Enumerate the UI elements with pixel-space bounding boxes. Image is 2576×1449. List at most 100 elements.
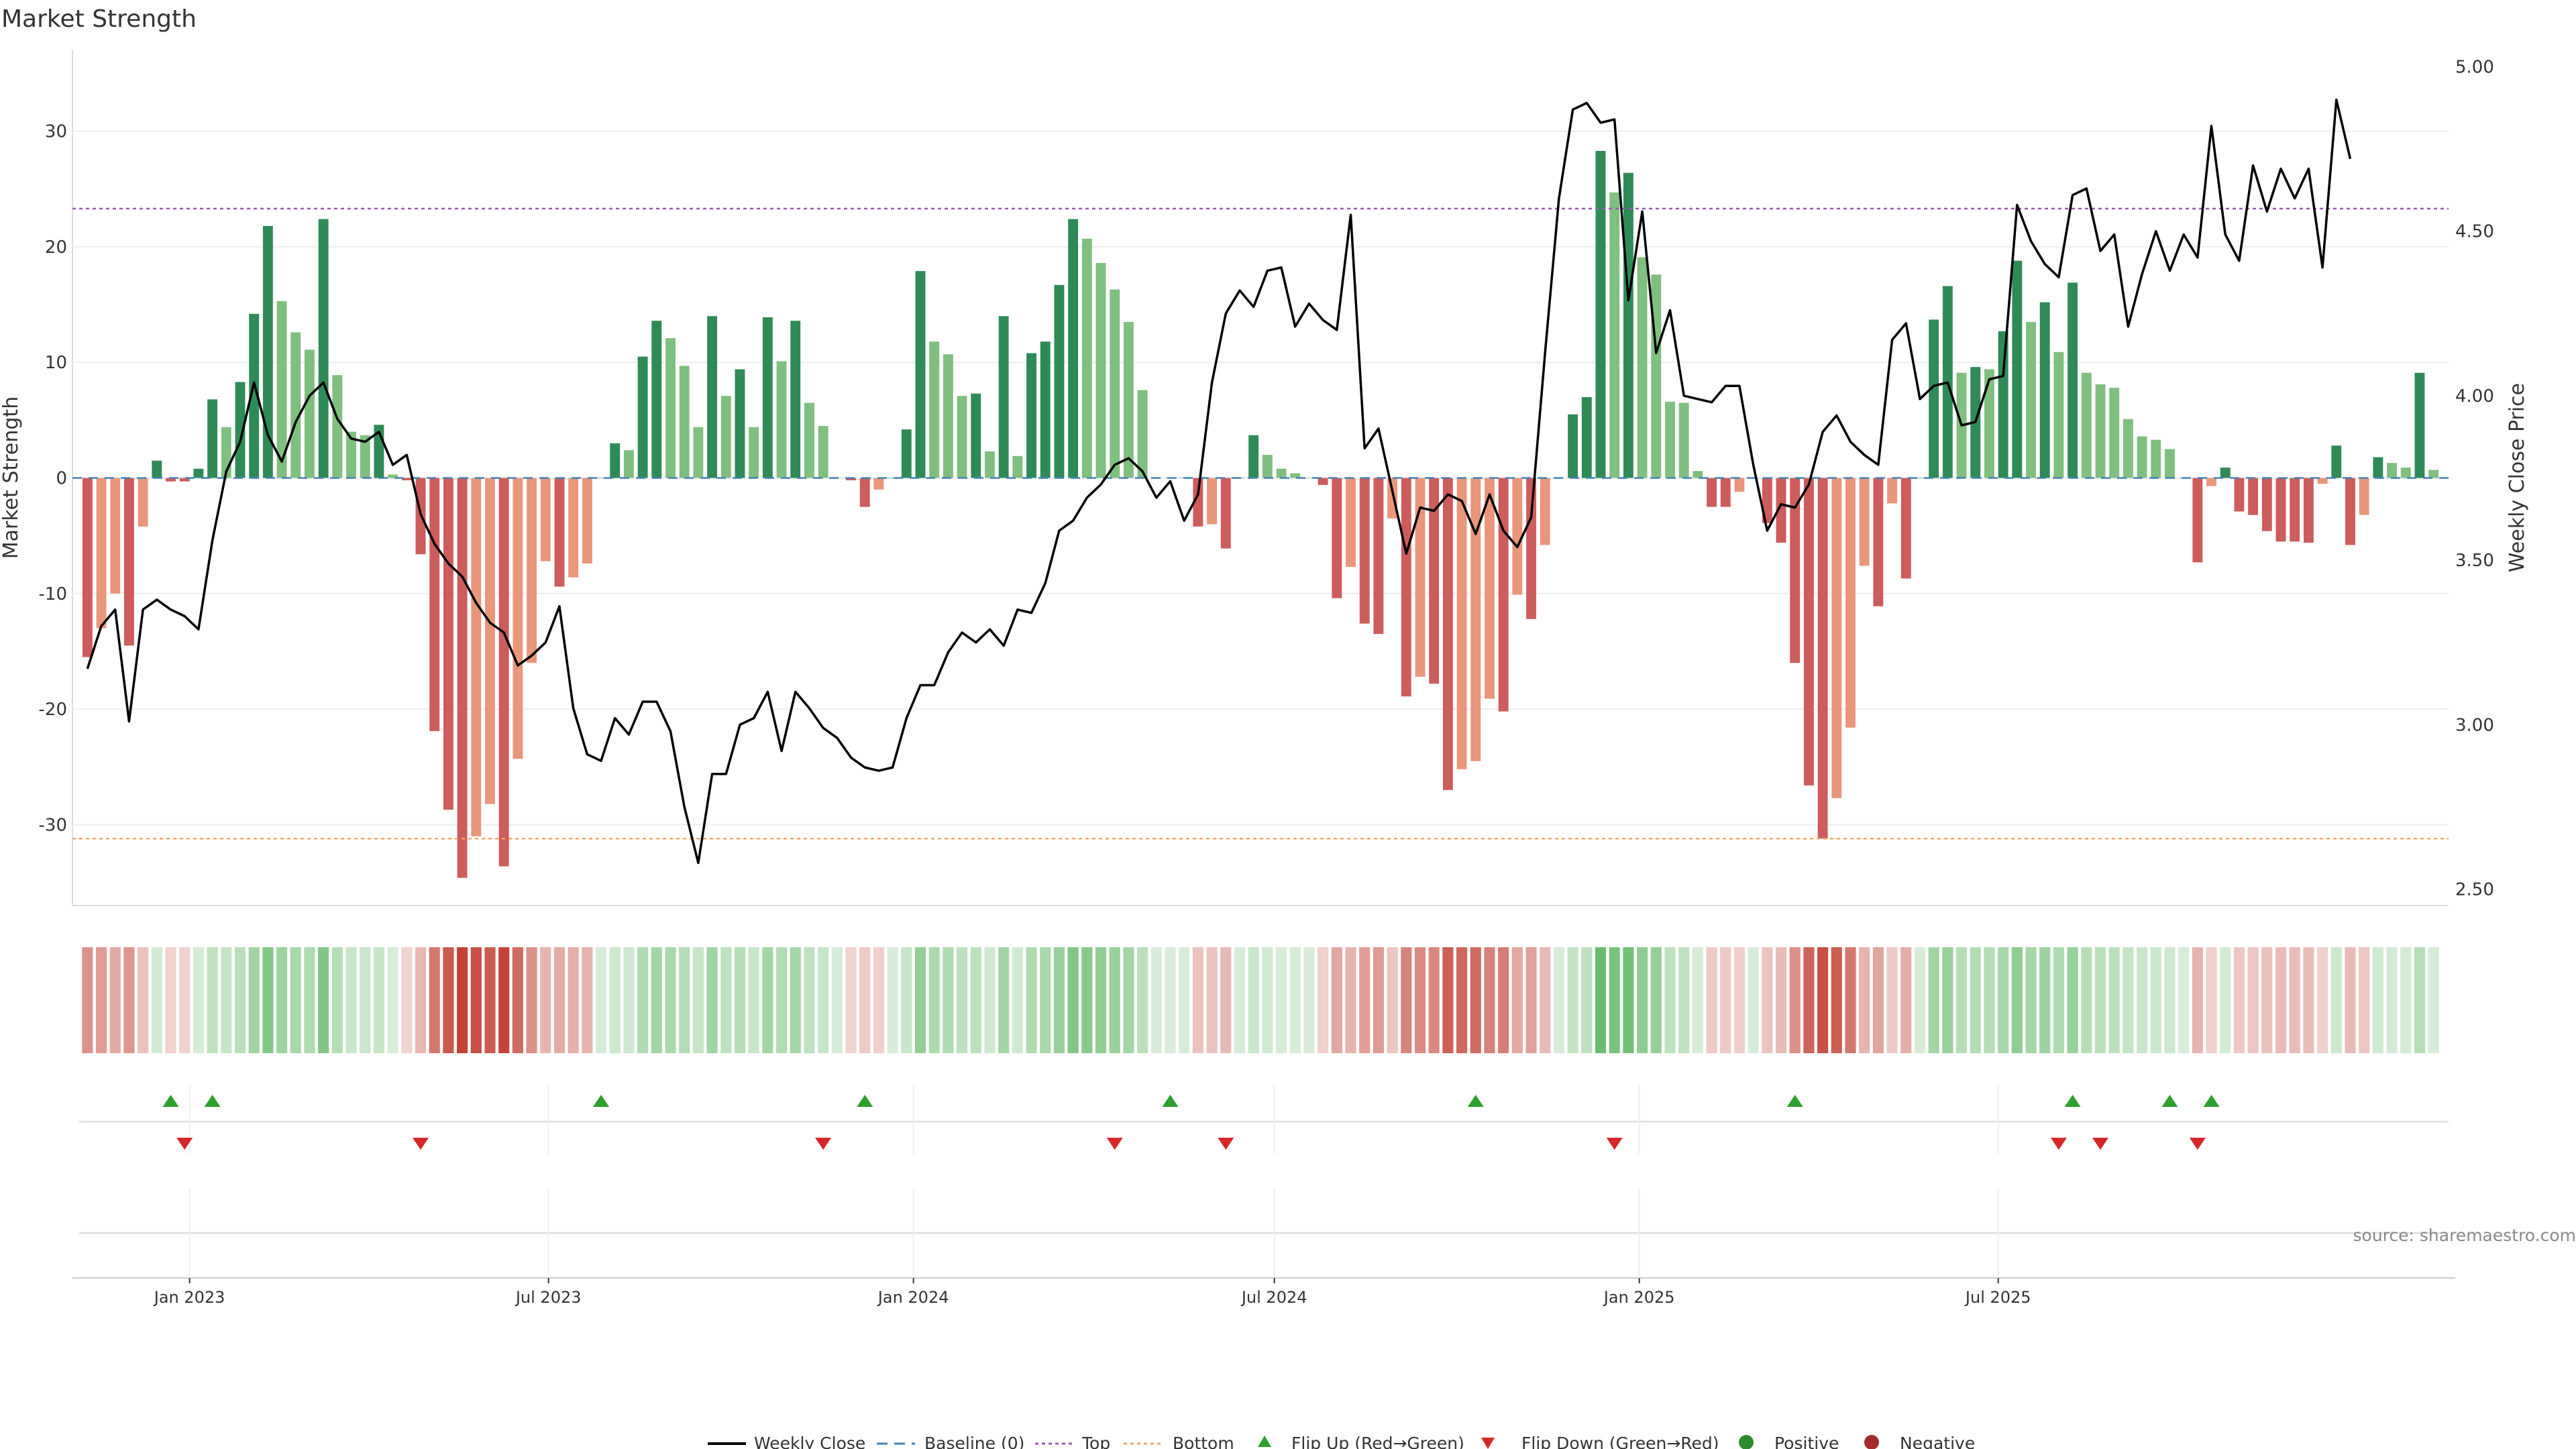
strength-bar [568, 478, 579, 578]
heat-cell [318, 947, 329, 1053]
heat-cell [2025, 947, 2037, 1053]
strength-bar [318, 219, 329, 478]
heat-cell [443, 947, 454, 1053]
strength-bar [2220, 467, 2231, 478]
y-tick-label: -20 [39, 700, 67, 720]
strength-bar [1054, 284, 1065, 478]
heat-cell [1706, 947, 1717, 1053]
strength-bar [1068, 219, 1079, 478]
strength-bar [138, 478, 148, 527]
heat-cell [179, 947, 191, 1053]
strength-bar [2137, 436, 2147, 478]
x-tick-label: Jan 2024 [877, 1288, 949, 1307]
legend-weekly-close: Weekly Close [754, 1434, 865, 1449]
y-tick-label: -10 [39, 584, 67, 604]
strength-bar [1081, 238, 1092, 478]
heat-cell [901, 947, 912, 1053]
heat-cell [1359, 947, 1371, 1053]
strength-bar [2331, 445, 2342, 478]
heat-cell [2275, 947, 2287, 1053]
strength-bar [1776, 478, 1786, 543]
heat-cell [998, 947, 1010, 1053]
y2-axis-label: Weekly Close Price [2506, 383, 2529, 572]
flip-panel [79, 1085, 2449, 1154]
heat-cell [415, 947, 427, 1053]
heat-cell [928, 947, 940, 1053]
heat-cell [818, 947, 829, 1053]
y-axis-label: Market Strength [0, 396, 23, 559]
heat-cell [1775, 947, 1787, 1053]
strength-bar [846, 478, 856, 480]
heat-cell [665, 947, 676, 1053]
strength-bar [262, 225, 273, 478]
heat-cell [1414, 947, 1426, 1053]
heat-cell [138, 947, 149, 1053]
heat-cell [609, 947, 621, 1053]
strength-bar [1193, 478, 1203, 527]
heat-cell [304, 947, 315, 1053]
strength-bar [957, 396, 967, 478]
bottom-panel: Jan 2023 Jul 2023 Jan 2024 Jul 2024 Jan 2025… [72, 1189, 2576, 1307]
legend-negative-icon [1864, 1435, 1879, 1449]
heat-cell [262, 947, 274, 1053]
heat-cell [1872, 947, 1884, 1053]
strength-bar [1581, 396, 1592, 478]
heat-cell [2233, 947, 2245, 1053]
strength-bar [596, 478, 606, 479]
strength-bar [1498, 478, 1509, 712]
strength-bar [1859, 478, 1870, 566]
strength-bar [2373, 457, 2383, 478]
heat-cell [873, 947, 884, 1053]
strength-bar [332, 375, 343, 478]
heat-cell [540, 947, 551, 1053]
heat-cell [2053, 947, 2064, 1053]
strength-bar [498, 478, 509, 867]
heat-cell [2220, 947, 2231, 1053]
heat-cell [1345, 947, 1356, 1053]
legend-flip-up-icon [1258, 1436, 1271, 1447]
heat-cell [1318, 947, 1329, 1053]
strength-bar [623, 450, 634, 478]
heat-cell [2011, 947, 2023, 1053]
heat-cell [2123, 947, 2134, 1053]
strength-bar [471, 478, 482, 837]
heat-cell [2372, 947, 2383, 1053]
heat-cell [1095, 947, 1107, 1053]
heat-cell [943, 947, 954, 1053]
strength-bar [971, 393, 981, 478]
strength-bar [2192, 478, 2203, 563]
strength-bar [485, 478, 495, 804]
heat-cell [165, 947, 176, 1053]
strength-bar [915, 271, 926, 478]
legend-bottom: Bottom [1173, 1434, 1234, 1449]
chart-title: Market Strength [1, 5, 197, 33]
strength-bar [1609, 192, 1620, 478]
flip-down-marker [1106, 1138, 1123, 1150]
heat-cell [1845, 947, 1856, 1053]
strength-bar [1346, 478, 1356, 568]
strength-bar [859, 478, 870, 507]
strength-bar [2359, 478, 2369, 515]
heat-cell [984, 947, 996, 1053]
heat-cell [790, 947, 801, 1053]
strength-bar [193, 468, 204, 478]
strength-bar [1512, 478, 1523, 595]
strength-bar [1734, 478, 1745, 492]
strength-bar [2317, 478, 2328, 484]
strength-bar [1332, 478, 1342, 598]
strength-bar [2151, 439, 2161, 478]
strength-bar [790, 321, 801, 478]
heat-cell [1720, 947, 1731, 1053]
strength-bar [1915, 478, 1925, 479]
strength-bar [1485, 478, 1495, 699]
heat-cell [775, 947, 788, 1053]
strength-bar [1373, 478, 1384, 635]
strength-bar [998, 316, 1009, 478]
legend-top: Top [1081, 1434, 1110, 1449]
strength-bar [2165, 449, 2175, 478]
strength-bar [818, 425, 828, 478]
heat-cell [457, 947, 468, 1053]
heat-cell [1289, 947, 1301, 1053]
heat-cell [1733, 947, 1746, 1053]
flip-down-marker [413, 1138, 429, 1150]
